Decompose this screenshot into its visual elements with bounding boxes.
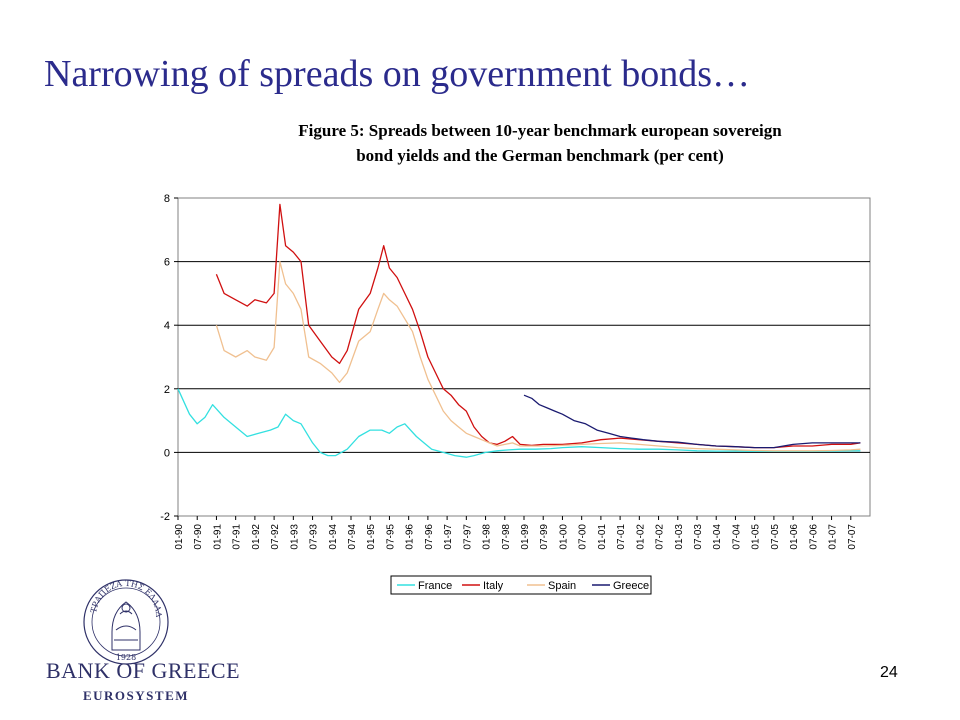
x-tick-label: 01-03 xyxy=(674,524,685,550)
figure-title-line2: bond yields and the German benchmark (pe… xyxy=(356,146,724,165)
x-tick-label: 01-97 xyxy=(443,524,454,550)
legend: France Italy Spain Greece xyxy=(390,575,652,595)
x-tick-label: 07-98 xyxy=(501,524,512,550)
x-tick-label: 01-02 xyxy=(635,524,646,550)
x-tick-label: 01-93 xyxy=(289,524,300,550)
x-tick-label: 07-96 xyxy=(424,524,435,550)
x-tick-label: 07-06 xyxy=(808,524,819,550)
x-tick-label: 07-97 xyxy=(462,524,473,550)
x-tick-label: 01-92 xyxy=(251,524,262,550)
x-tick-label: 07-02 xyxy=(655,524,666,550)
legend-box xyxy=(390,575,652,595)
bank-name: BANK OF GREECE xyxy=(46,658,241,683)
y-tick-label: 0 xyxy=(164,447,170,459)
x-tick-label: 07-91 xyxy=(232,524,243,550)
gridlines xyxy=(178,261,870,453)
x-tick-label: 07-04 xyxy=(731,524,742,550)
series-line-greece xyxy=(523,394,861,449)
legend-label: France xyxy=(418,580,452,592)
figure-title-line1: Figure 5: Spreads between 10-year benchm… xyxy=(298,121,782,140)
x-tick-label: 07-94 xyxy=(347,524,358,550)
y-tick-label: -2 xyxy=(160,511,170,523)
y-axis-ticks: -2 0 2 4 6 8 xyxy=(160,193,178,523)
x-tick-label: 01-05 xyxy=(751,524,762,550)
y-tick-label: 8 xyxy=(164,193,170,205)
x-tick-label: 07-05 xyxy=(770,524,781,550)
x-tick-label: 01-90 xyxy=(174,524,185,550)
x-tick-label: 01-96 xyxy=(405,524,416,550)
y-tick-label: 4 xyxy=(164,320,170,332)
series-line-spain xyxy=(215,260,861,452)
x-tick-label: 01-99 xyxy=(520,524,531,550)
x-tick-label: 01-00 xyxy=(558,524,569,550)
legend-label: Italy xyxy=(483,580,504,592)
x-tick-label: 01-98 xyxy=(482,524,493,550)
slide-title: Narrowing of spreads on government bonds… xyxy=(44,53,751,95)
x-tick-label: 07-90 xyxy=(193,524,204,550)
plot-area xyxy=(177,197,871,517)
y-tick-label: 2 xyxy=(164,384,170,396)
svg-text:1928: 1928 xyxy=(116,653,136,662)
x-tick-label: 01-95 xyxy=(366,524,377,550)
x-tick-label: 01-94 xyxy=(328,524,339,550)
x-axis-ticks: 01-90 07-90 01-91 07-91 01-92 07-92 01-93 07-93… xyxy=(174,516,858,550)
x-tick-label: 07-95 xyxy=(385,524,396,550)
bank-of-greece-seal: ΤΡΑΠΕΖΑ ΤΗΣ ΕΛΛΑΔΟΣ 1928 xyxy=(40,572,169,665)
bank-subtitle: EUROSYSTEM xyxy=(82,688,190,703)
legend-label: Greece xyxy=(613,580,649,592)
x-tick-label: 01-06 xyxy=(789,524,800,550)
series-line-france xyxy=(177,388,861,458)
page-number: 24 xyxy=(880,664,898,681)
legend-label: Spain xyxy=(548,580,576,592)
x-tick-label: 07-99 xyxy=(539,524,550,550)
x-tick-label: 07-01 xyxy=(616,524,627,550)
svg-text:ΤΡΑΠΕΖΑ ΤΗΣ ΕΛΛΑΔΟΣ: ΤΡΑΠΕΖΑ ΤΗΣ ΕΛΛΑΔΟΣ xyxy=(40,572,163,618)
x-tick-label: 01-04 xyxy=(712,524,723,550)
x-tick-label: 07-03 xyxy=(693,524,704,550)
x-tick-label: 07-00 xyxy=(578,524,589,550)
x-tick-label: 01-01 xyxy=(597,524,608,550)
x-tick-label: 07-92 xyxy=(270,524,281,550)
x-tick-label: 07-93 xyxy=(309,524,320,550)
x-tick-label: 07-07 xyxy=(847,524,858,550)
series-lines xyxy=(177,203,861,458)
y-tick-label: 6 xyxy=(164,257,170,269)
x-tick-label: 01-91 xyxy=(212,524,223,550)
x-tick-label: 01-07 xyxy=(828,524,839,550)
